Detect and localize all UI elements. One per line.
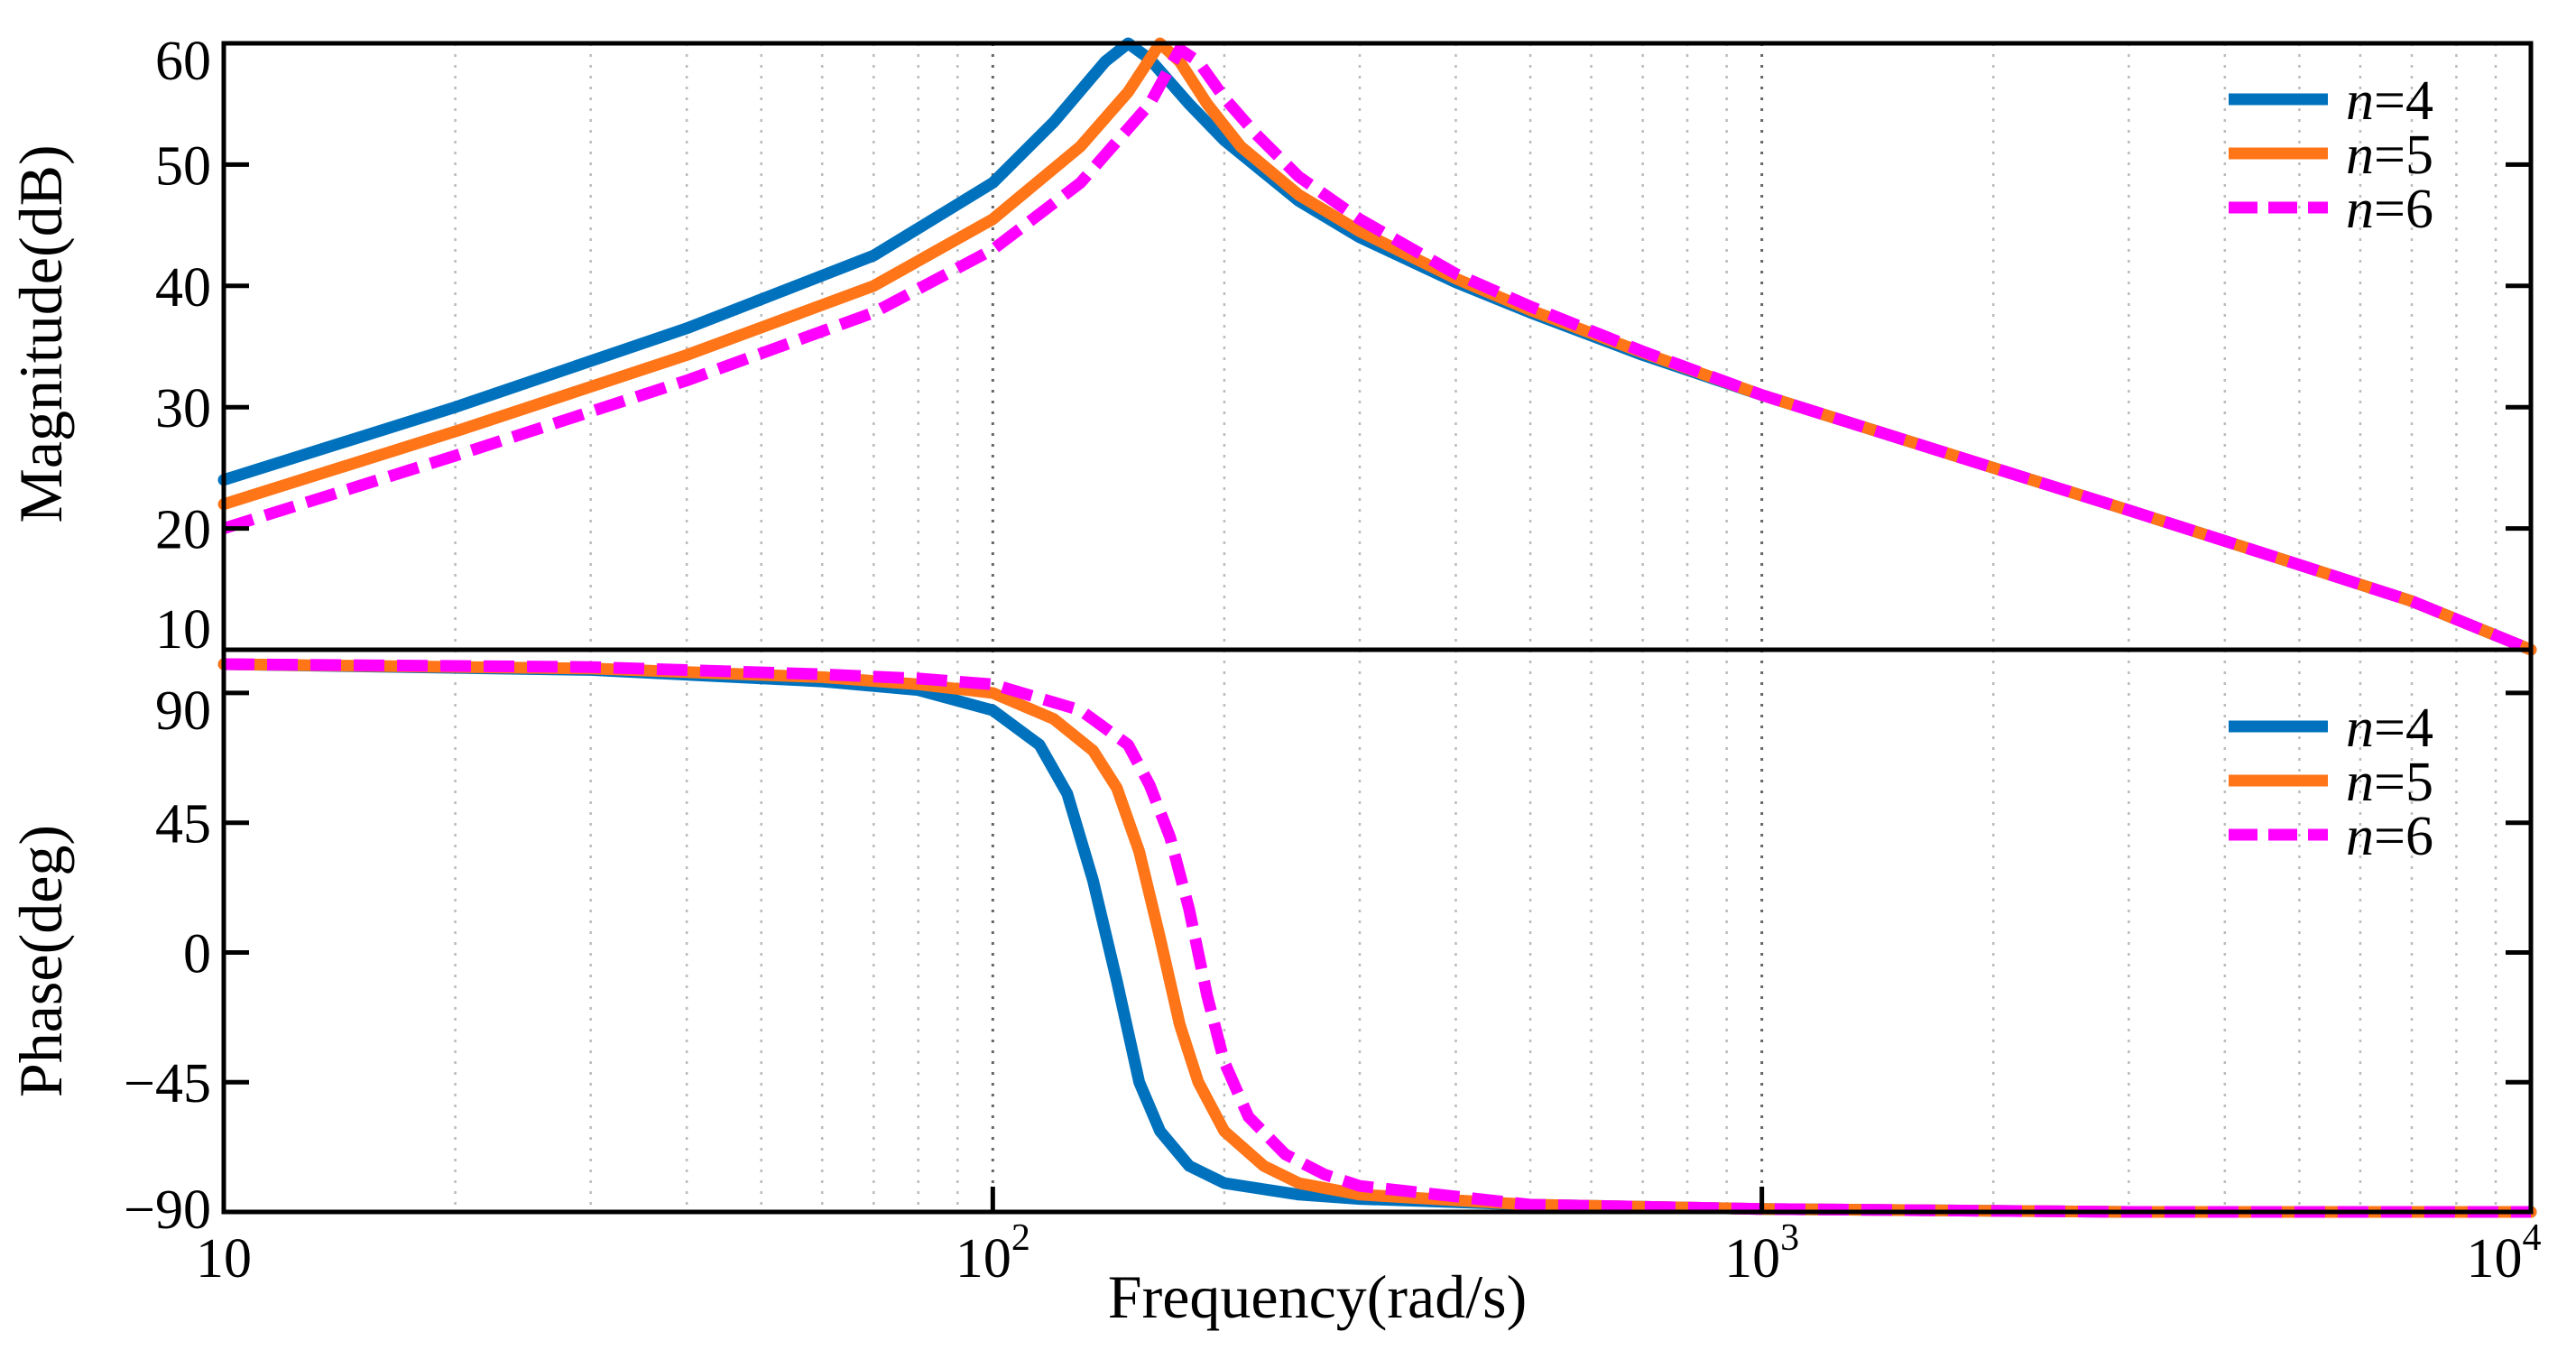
y-tick-label: 0 xyxy=(183,923,211,985)
phase-series xyxy=(217,658,2537,1218)
x-tick-label: 103 xyxy=(1724,1217,1799,1290)
legend-label-n=6: n=6 xyxy=(2346,806,2433,867)
magnitude-legend: n=4n=5n=6 xyxy=(2229,70,2433,240)
y-tick-label: −45 xyxy=(124,1053,211,1114)
y-tick-label: 20 xyxy=(155,500,211,561)
phase-series-line-n=6 xyxy=(223,658,2531,1218)
y-tick-label: 45 xyxy=(155,794,211,855)
x-tick-label: 10 xyxy=(196,1228,252,1290)
legend-label-n=4: n=4 xyxy=(2346,698,2433,759)
x-tick-label: 102 xyxy=(956,1217,1030,1290)
magnitude-grid xyxy=(454,43,2498,650)
y-tick-label: −90 xyxy=(124,1179,211,1241)
mag-series-line-n=6 xyxy=(222,43,2534,656)
phase-y-axis-label: Phase(deg) xyxy=(6,825,75,1097)
y-tick-label: 10 xyxy=(155,599,211,661)
y-tick-label: 50 xyxy=(155,135,211,197)
legend-label-n=5: n=5 xyxy=(2346,752,2433,813)
legend-label-n=4: n=4 xyxy=(2346,70,2433,132)
y-tick-label: 60 xyxy=(155,31,211,92)
y-tick-label: 30 xyxy=(155,378,211,439)
magnitude-series xyxy=(217,37,2537,656)
phase-axes-frame xyxy=(221,647,2534,1215)
frequency-tick-labels: 10 102 103 104 xyxy=(196,1187,2542,1290)
phase-axes: −90 −45 0 45 90 xyxy=(124,647,2534,1241)
legend-label-n=6: n=6 xyxy=(2346,179,2433,240)
phase-legend: n=4n=5n=6 xyxy=(2229,698,2433,867)
legend-label-n=5: n=5 xyxy=(2346,125,2433,186)
y-tick-label: 40 xyxy=(155,257,211,319)
x-tick-label: 104 xyxy=(2467,1217,2542,1290)
magnitude-y-axis-label: Magnitude(dB) xyxy=(6,144,75,522)
x-axis-label: Frequency(rad/s) xyxy=(1108,1262,1527,1331)
y-tick-label: 90 xyxy=(155,680,211,742)
